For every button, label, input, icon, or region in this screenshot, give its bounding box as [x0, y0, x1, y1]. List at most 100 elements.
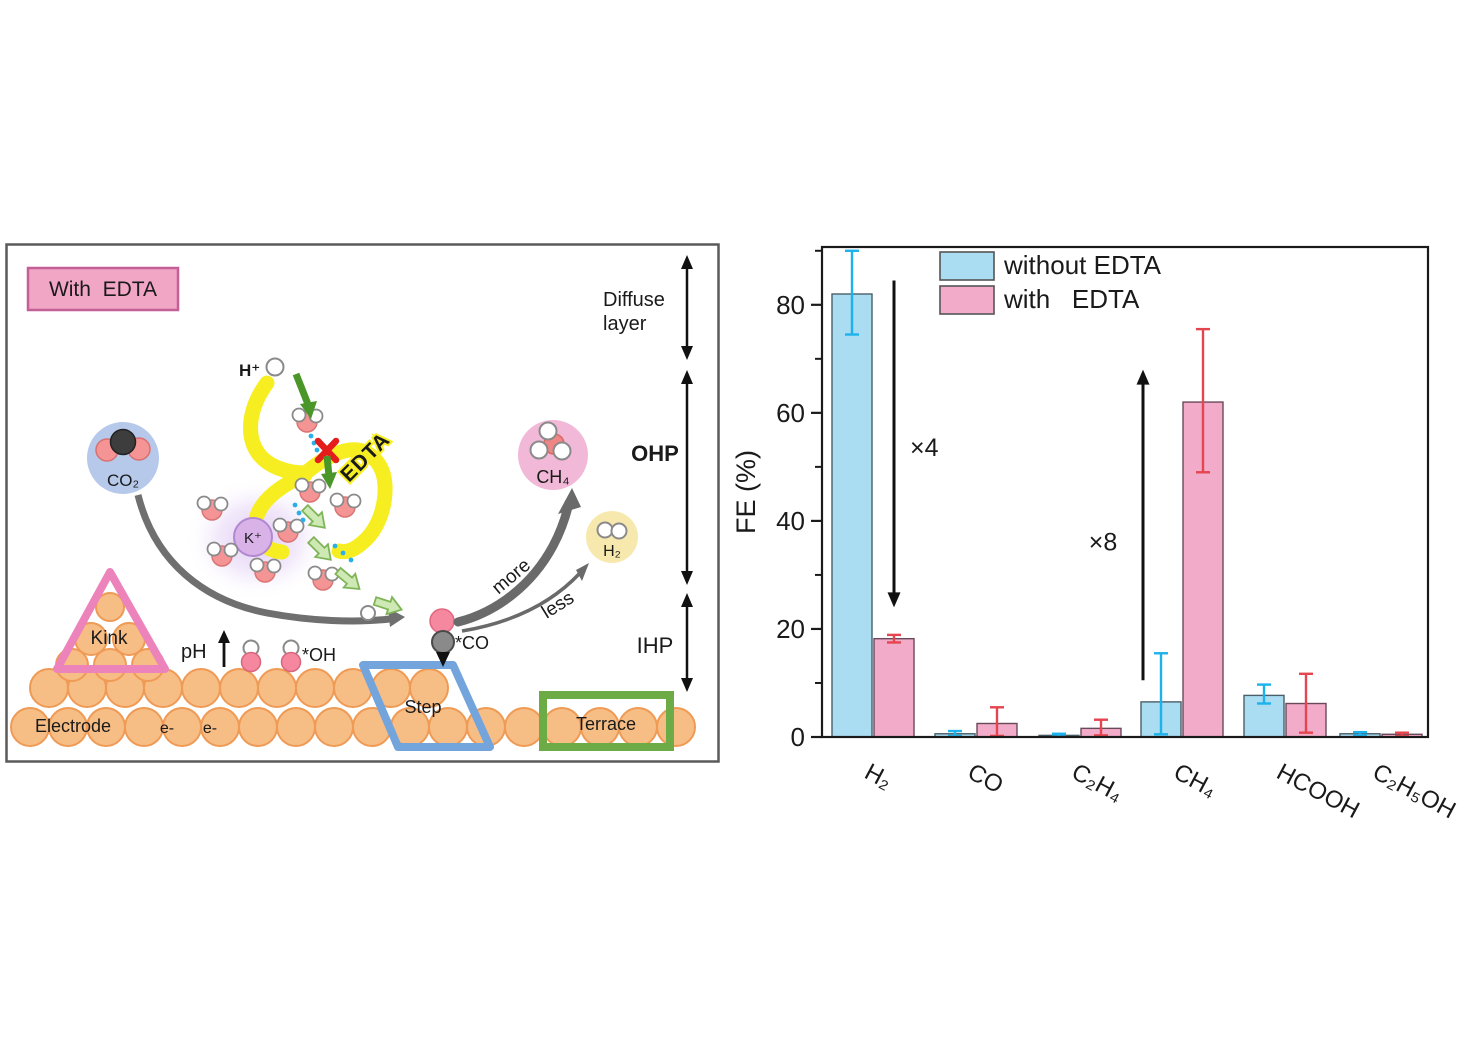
y-tick-label: 80 — [776, 290, 805, 320]
h-atom — [289, 518, 305, 534]
water-molecules — [196, 407, 362, 591]
title-box — [26, 266, 180, 312]
ch4-label: CH₄ — [536, 467, 569, 487]
water-shuttle-arrows — [300, 503, 404, 616]
water-shuttle-arrow — [334, 566, 361, 591]
x-tick-label: C₂H₄ — [1067, 758, 1127, 807]
electrode-atom — [276, 707, 316, 747]
electrode-atom — [219, 668, 259, 708]
error-bar-s0-c4 — [1257, 683, 1271, 705]
step-label: Step — [404, 697, 441, 717]
legend-swatch-0 — [939, 251, 995, 281]
co2-path-arrow-line — [134, 494, 391, 625]
ch4-product: CH₄ — [518, 420, 588, 490]
electrode-atom — [504, 707, 544, 747]
less-arrow-line — [461, 571, 582, 633]
hbond-dot — [296, 510, 302, 516]
h-atom — [206, 541, 222, 557]
water-molecule — [249, 557, 282, 583]
bond-pin — [436, 652, 450, 667]
electrode-atom — [314, 707, 354, 747]
water-molecule — [329, 492, 362, 518]
h-atom — [272, 517, 288, 533]
electrode-label: Electrode — [35, 716, 111, 736]
annotation-up: ×8 — [1089, 369, 1150, 681]
hbond-dot — [300, 517, 306, 523]
x-tick-label: CO — [963, 758, 1007, 799]
h-atom — [610, 522, 628, 540]
h2-product: H₂ — [586, 511, 638, 563]
electron-label: e- — [160, 720, 174, 737]
less-arrow-head — [576, 563, 589, 581]
ph-arrow-head — [218, 630, 230, 643]
o-atom — [280, 651, 302, 673]
k-circle — [233, 517, 273, 557]
y-tick-label: 40 — [776, 506, 805, 536]
h-atom — [329, 492, 345, 508]
h-atom — [266, 558, 282, 574]
legend-swatch-1 — [939, 285, 995, 315]
h-atom — [307, 565, 323, 581]
error-bar-s1-c3 — [1196, 327, 1210, 474]
x-tick-label: HCOOH — [1272, 758, 1364, 824]
h-atom — [538, 421, 558, 441]
electrode-atom — [656, 707, 696, 747]
more-arrow-head — [558, 488, 581, 514]
ohp-extent-arrow — [681, 370, 693, 585]
arrow-head-down — [681, 571, 693, 585]
error-bar-s1-c0 — [887, 633, 901, 644]
h-atom — [552, 441, 572, 461]
error-bar-s0-c3 — [1154, 652, 1168, 736]
electrode-atom — [124, 707, 164, 747]
h2-label: H₂ — [603, 543, 621, 560]
electron-label: e- — [203, 720, 217, 737]
arrow-head-up — [681, 370, 693, 384]
arrow-head-down — [681, 678, 693, 692]
y-tick-label: 60 — [776, 398, 805, 428]
star-co-label: *CO — [455, 633, 489, 653]
annotation-arrow-head — [1136, 369, 1150, 385]
electrode-atom — [238, 707, 278, 747]
annotation-arrow-head — [887, 592, 901, 608]
step-outline — [359, 661, 494, 751]
terrace-outline — [539, 691, 674, 751]
terrace-label: Terrace — [576, 714, 636, 734]
proton-arrow-mid — [321, 455, 337, 489]
kink-outline — [53, 568, 169, 673]
h-atom — [346, 493, 362, 509]
k-label: K⁺ — [244, 530, 262, 547]
y-tick-label: 0 — [791, 722, 805, 752]
ohp-label: OHP — [631, 441, 679, 466]
bar-chart-panel: 0 20 40 60 80 H₂ CO C₂H₄ CH₄ HCOOH C₂H₅OH FE (%) wit… — [731, 245, 1460, 824]
y-axis-title: FE (%) — [731, 450, 761, 534]
h-atom — [311, 478, 327, 494]
less-arrow — [461, 563, 589, 633]
o-atom — [240, 651, 262, 673]
ch4-halo — [518, 420, 588, 490]
adsorbed-oh — [240, 639, 262, 673]
h-plus-label: H⁺ — [239, 361, 260, 380]
hbond-dot — [314, 447, 320, 453]
proton-arrow-top — [292, 372, 317, 419]
star-oh-label: *OH — [302, 645, 336, 665]
error-bar-s0-c0 — [845, 249, 859, 336]
annotation-down: ×4 — [887, 280, 939, 608]
ph-arrow — [218, 630, 230, 667]
hbond-dot — [348, 557, 354, 563]
more-arrow-line — [453, 498, 574, 627]
electrode-atoms — [10, 592, 696, 747]
kink-atom — [95, 592, 125, 622]
x-tick-label: H₂ — [860, 758, 896, 794]
bar-series0-cat0 — [831, 293, 873, 738]
o-atom — [429, 608, 455, 634]
x-tick-label: C₂H₅OH — [1368, 758, 1460, 824]
ihp-label: IHP — [637, 633, 674, 658]
hbond-dot — [332, 543, 338, 549]
edta-claw-upper-arm — [243, 375, 313, 481]
proton-arrow-mid-line — [323, 455, 333, 477]
h-atom — [249, 557, 265, 573]
axis-frame — [820, 245, 1430, 739]
c-atom — [431, 630, 455, 654]
water-shuttle-arrow — [372, 595, 404, 616]
